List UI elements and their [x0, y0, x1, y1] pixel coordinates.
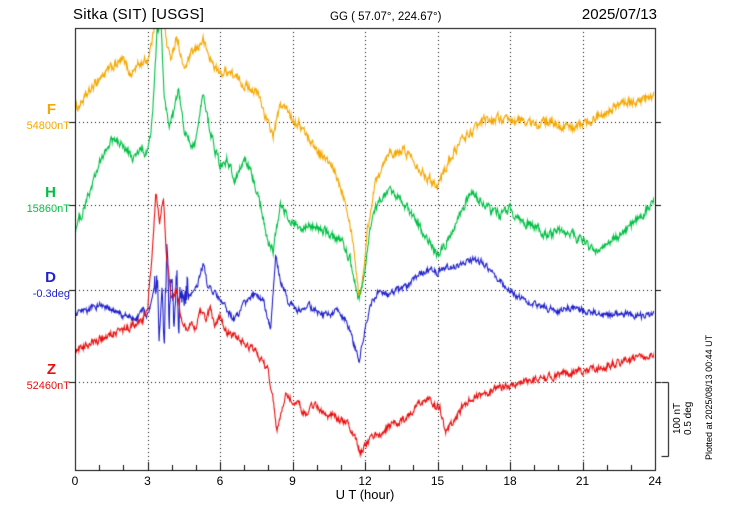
scale-bar-deg-label: 0.5 deg: [683, 401, 694, 435]
series-baseline-value-F: 54800nT: [26, 120, 70, 132]
station-title: Sitka (SIT) [USGS]: [73, 6, 205, 23]
x-tick-label: 3: [144, 474, 151, 488]
plotted-at-note: Plotted at 2025/08/13 00:44 UT: [704, 334, 714, 460]
x-axis-label: U T (hour): [335, 487, 395, 502]
x-tick-label: 15: [430, 474, 445, 488]
series-label-D: D: [45, 269, 56, 286]
scale-bar-labels: 100 nT 0.5 deg: [672, 380, 694, 456]
x-tick-label: 24: [648, 474, 662, 488]
x-tick-label: 6: [216, 474, 224, 488]
series-label-F: F: [46, 101, 56, 118]
series-label-Z: Z: [46, 361, 56, 378]
series-baseline-value-Z: 52460nT: [26, 380, 70, 392]
x-tick-label: 21: [575, 474, 590, 488]
x-tick-label: 9: [289, 474, 296, 488]
x-tick-label: 18: [503, 474, 517, 488]
scale-bar-nt-label: 100 nT: [672, 402, 683, 434]
x-tick-label: 12: [358, 474, 372, 488]
series-baseline-value-D: -0.3deg: [32, 288, 70, 300]
x-tick-label: 0: [71, 474, 79, 488]
plot-date: 2025/07/13: [581, 6, 657, 23]
series-label-H: H: [45, 184, 56, 201]
geographic-coordinates: GG ( 57.07°, 224.67°): [330, 11, 442, 23]
series-baseline-value-H: 15860nT: [26, 203, 70, 215]
